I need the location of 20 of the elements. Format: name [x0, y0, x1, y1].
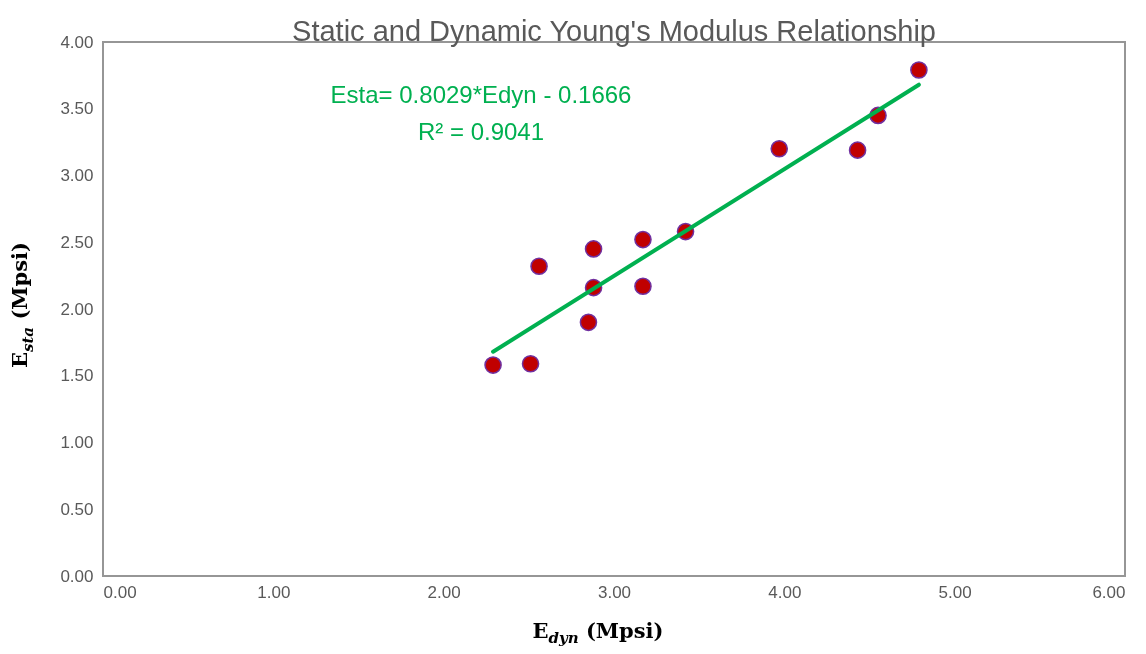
y-tick-label: 1.50 — [60, 366, 94, 386]
y-tick-label: 4.00 — [60, 32, 94, 52]
chart-title: Static and Dynamic Young's Modulus Relationship — [292, 15, 936, 47]
x-tick-label: 2.00 — [427, 582, 461, 602]
y-tick-label: 2.00 — [60, 299, 94, 319]
x-tick-label: 0.00 — [103, 582, 137, 602]
x-tick-label: 5.00 — [938, 582, 972, 602]
y-tick-label: 3.00 — [60, 166, 94, 185]
x-tick-label: 4.00 — [768, 582, 802, 602]
y-tick-label: 0.50 — [60, 499, 94, 519]
x-tick-label: 1.00 — [257, 582, 291, 602]
y-tick-label: 3.50 — [60, 99, 94, 119]
y-tick-label: 0.00 — [60, 566, 94, 586]
y-tick-label: 2.50 — [60, 232, 94, 252]
x-axis-title: E$_{dyn}$ (Mpsi) — [531, 618, 665, 648]
annotation: Esta= 0.8029*Edyn - 0.1666 — [330, 81, 632, 108]
y-tick-label: 1.00 — [60, 433, 94, 452]
x-tick-label: 3.00 — [597, 582, 632, 602]
x-tick-label: 6.00 — [1092, 582, 1126, 602]
annotation: R² = 0.9041 — [417, 118, 545, 145]
